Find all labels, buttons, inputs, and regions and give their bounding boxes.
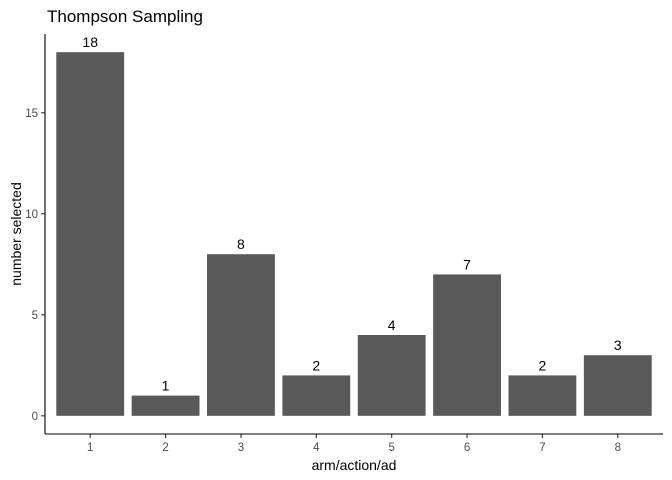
y-tick-label: 10 — [25, 209, 38, 221]
bar-value-label: 7 — [463, 256, 471, 272]
bar-value-label: 2 — [312, 357, 320, 373]
bar-value-label: 8 — [237, 236, 245, 252]
x-tick-label: 2 — [162, 442, 168, 454]
bar — [131, 395, 200, 416]
bar — [357, 335, 426, 416]
x-axis-title: arm/action/ad — [312, 457, 397, 473]
bar-value-label: 18 — [82, 34, 98, 50]
bar-value-label: 3 — [614, 337, 622, 353]
y-tick-label: 0 — [32, 411, 38, 423]
y-axis-title: number selected — [8, 182, 24, 286]
plot-area: 0 5 10 15 18 1 1 2 8 3 2 4 4 5 7 6 2 7 3 8 — [25, 34, 652, 454]
bar — [583, 355, 652, 416]
x-tick-label: 7 — [539, 442, 545, 454]
chart-title: Thompson Sampling — [47, 7, 203, 26]
x-tick-label: 6 — [464, 442, 470, 454]
x-tick-label: 4 — [313, 442, 320, 454]
bar-value-label: 2 — [539, 357, 547, 373]
bar — [508, 375, 577, 416]
bar-value-label: 4 — [388, 317, 396, 333]
x-tick-label: 1 — [87, 442, 93, 454]
bar — [207, 254, 275, 416]
x-tick-label: 8 — [615, 442, 621, 454]
y-tick-label: 5 — [32, 310, 38, 322]
x-tick-label: 3 — [238, 442, 244, 454]
bar — [433, 274, 501, 416]
bar-value-label: 1 — [162, 378, 170, 394]
bar — [56, 52, 125, 416]
x-tick-label: 5 — [388, 442, 394, 454]
bar — [282, 375, 351, 416]
y-tick-label: 15 — [25, 108, 38, 120]
